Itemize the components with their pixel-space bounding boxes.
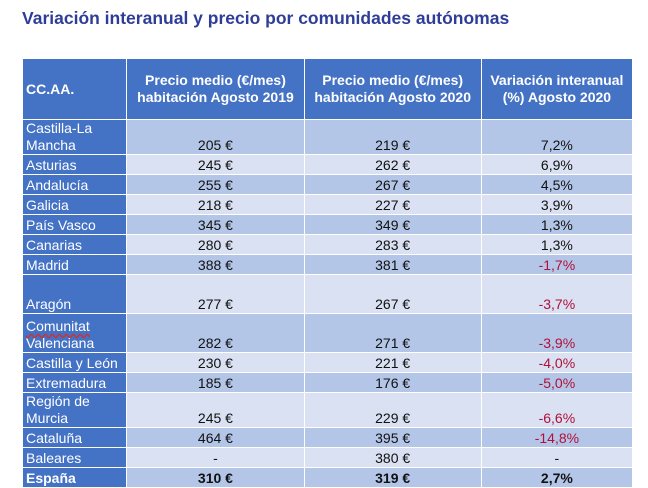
table-row: Cataluña 464 €395 € -14,8% — [21, 427, 634, 448]
price-2019-cell: 230 € — [126, 352, 305, 373]
price-2020-cell: 176 € — [303, 372, 482, 393]
price-2020-cell: 227 € — [303, 194, 482, 215]
price-2020-cell: 271 € — [303, 313, 482, 353]
price-2020-cell: 267 € — [303, 174, 482, 195]
region-name: Castilla y León — [21, 352, 128, 373]
variation-cell: -1,7% — [480, 254, 634, 275]
table-row: Andalucía 255 €267 €4,5% — [21, 174, 634, 195]
region-name: Madrid — [21, 254, 128, 275]
header-ccaa: CC.AA. — [21, 58, 128, 120]
price-2019-cell: 245 € — [126, 392, 305, 428]
header-variation: Variación interanual (%) Agosto 2020 — [480, 58, 634, 120]
total-name: España — [21, 467, 128, 488]
price-2020-cell: 380 € — [303, 447, 482, 468]
table-row: Madrid 388 €381 € -1,7% — [21, 254, 634, 275]
variation-cell: 1,3% — [480, 214, 634, 235]
price-2019-cell: 345 € — [126, 214, 305, 235]
region-name: Comunitat Valenciana — [21, 313, 128, 353]
variation-cell: -4,0% — [480, 352, 634, 373]
price-2020-cell: 267 € — [303, 274, 482, 314]
total-variation: 2,7% — [480, 467, 634, 488]
price-2020-cell: 219 € — [303, 119, 482, 155]
price-2019-cell: 388 € — [126, 254, 305, 275]
price-2019-cell: 280 € — [126, 234, 305, 255]
variation-cell: -3,9% — [480, 313, 634, 353]
header-price-2019: Precio medio (€/mes) habitación Agosto 2… — [126, 58, 305, 120]
table-row: Galicia 218 €227 €3,9% — [21, 194, 634, 215]
table-row: País Vasco 345 €349 €1,3% — [21, 214, 634, 235]
variation-cell: -6,6% — [480, 392, 634, 428]
price-2020-cell: 395 € — [303, 427, 482, 448]
price-2020-cell: 283 € — [303, 234, 482, 255]
price-2020-cell: 229 € — [303, 392, 482, 428]
header-price-2020: Precio medio (€/mes) habitación Agosto 2… — [303, 58, 482, 120]
region-name: Asturias — [21, 154, 128, 175]
variation-cell: 4,5% — [480, 174, 634, 195]
table-row: Extremadura 185 €176 € -5,0% — [21, 372, 634, 393]
price-2019-cell: - — [126, 447, 305, 468]
total-price-2020: 319 € — [303, 467, 482, 488]
variation-cell: 6,9% — [480, 154, 634, 175]
region-name: Extremadura — [21, 372, 128, 393]
table-row: Región de Murcia 245 €229 € -6,6% — [21, 392, 634, 428]
page-title: Variación interanual y precio por comuni… — [22, 8, 510, 28]
variation-cell: 1,3% — [480, 234, 634, 255]
region-name: Región de Murcia — [21, 392, 128, 428]
region-name-line1: Comunitat — [26, 318, 90, 334]
total-price-2019: 310 € — [126, 467, 305, 488]
price-2020-cell: 349 € — [303, 214, 482, 235]
price-2020-cell: 381 € — [303, 254, 482, 275]
variation-cell: -14,8% — [480, 427, 634, 448]
variation-cell: -3,7% — [480, 274, 634, 314]
region-name: País Vasco — [21, 214, 128, 235]
table-row: Castilla y León 230 €221 € -4,0% — [21, 352, 634, 373]
table-row: Aragón 277 €267 € -3,7% — [21, 274, 634, 314]
region-name: Baleares — [21, 447, 128, 468]
price-2019-cell: 205 € — [126, 119, 305, 155]
table-row: Castilla-La Mancha 205 €219 €7,2% — [21, 119, 634, 155]
price-2020-cell: 262 € — [303, 154, 482, 175]
price-2020-cell: 221 € — [303, 352, 482, 373]
variation-cell: -5,0% — [480, 372, 634, 393]
variation-cell: - — [480, 447, 634, 468]
region-name: Canarias — [21, 234, 128, 255]
region-name-line2: Valenciana — [26, 335, 95, 351]
table-row: Comunitat Valenciana 282 €271 € -3,9% — [21, 313, 634, 353]
variation-cell: 3,9% — [480, 194, 634, 215]
price-2019-cell: 218 € — [126, 194, 305, 215]
region-name: Andalucía — [21, 174, 128, 195]
price-table: CC.AA. Precio medio (€/mes) habitación A… — [21, 58, 634, 488]
region-name: Galicia — [21, 194, 128, 215]
region-name: Castilla-La Mancha — [21, 119, 128, 155]
price-2019-cell: 245 € — [126, 154, 305, 175]
table-row: Baleares -380 € - — [21, 447, 634, 468]
price-2019-cell: 464 € — [126, 427, 305, 448]
price-2019-cell: 282 € — [126, 313, 305, 353]
total-row: España 310 €319 €2,7% — [21, 467, 634, 488]
price-2019-cell: 255 € — [126, 174, 305, 195]
table-row: Canarias 280 €283 €1,3% — [21, 234, 634, 255]
region-name: Cataluña — [21, 427, 128, 448]
table-row: Asturias 245 €262 €6,9% — [21, 154, 634, 175]
price-2019-cell: 185 € — [126, 372, 305, 393]
variation-cell: 7,2% — [480, 119, 634, 155]
table-header-row: CC.AA. Precio medio (€/mes) habitación A… — [21, 58, 634, 120]
region-name: Aragón — [21, 274, 128, 314]
price-2019-cell: 277 € — [126, 274, 305, 314]
